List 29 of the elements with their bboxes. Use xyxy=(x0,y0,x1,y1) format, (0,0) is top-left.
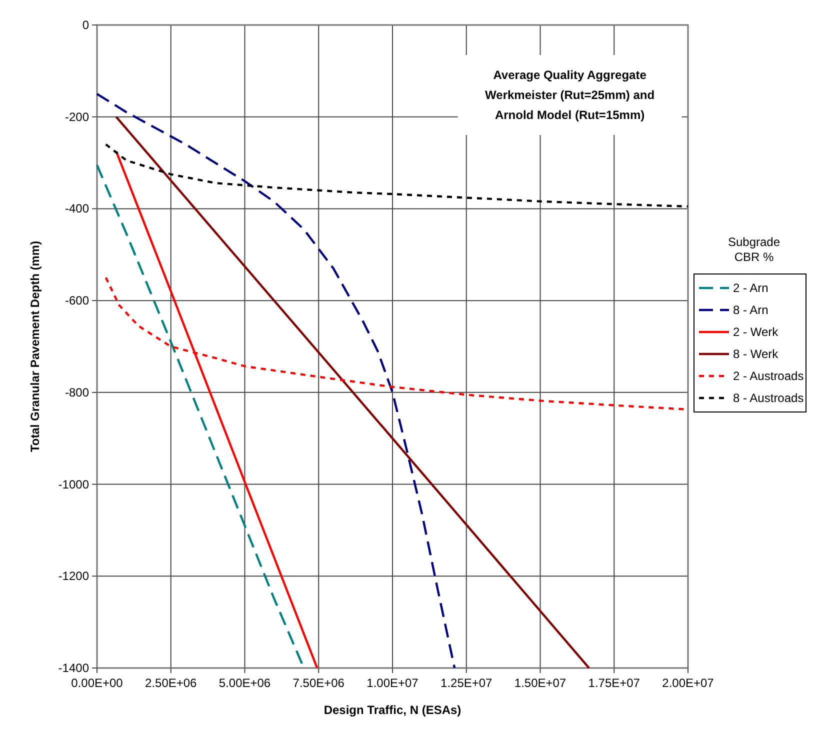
annotation: Average Quality Aggregate Werkmeister (Rut=25mm) and Arnold Model (Rut=15mm) xyxy=(485,68,655,122)
y-tick-label: -800 xyxy=(64,385,90,400)
x-axis-title: Design Traffic, N (ESAs) xyxy=(324,703,462,717)
y-tick-label: -1400 xyxy=(58,661,90,675)
y-tick-label: -1000 xyxy=(58,477,90,492)
x-tick-label: 1.75E+07 xyxy=(588,676,640,690)
legend-label: 2 - Arn xyxy=(733,281,768,295)
y-axis-title: Total Granular Pavement Depth (mm) xyxy=(28,240,42,452)
y-tick-label: -200 xyxy=(64,110,90,124)
legend-label: 2 - Austroads xyxy=(733,369,804,383)
x-tick-label: 2.00E+07 xyxy=(662,676,714,690)
legend-title: Subgrade CBR % xyxy=(728,235,780,264)
y-tick-label: -600 xyxy=(64,294,90,308)
x-tick-label: 1.50E+07 xyxy=(514,676,566,690)
line-series xyxy=(104,143,690,208)
x-tick-label: 0.00E+00 xyxy=(71,676,124,690)
line-series xyxy=(96,92,456,670)
x-tick-label: 1.25E+07 xyxy=(440,676,493,690)
y-tick-label: -400 xyxy=(64,202,90,216)
legend-label: 8 - Werk xyxy=(733,347,780,361)
y-tick-label: 0 xyxy=(82,18,90,32)
legend-label: 2 - Werk xyxy=(733,325,780,339)
x-tick-label: 7.50E+06 xyxy=(292,676,345,690)
x-tick-label: 5.00E+06 xyxy=(218,676,271,690)
x-tick-label: 2.50E+06 xyxy=(145,676,198,690)
y-tick-label: -1200 xyxy=(58,569,90,584)
x-tick-label: 1.00E+07 xyxy=(366,676,419,690)
legend-label: 8 - Austroads xyxy=(733,391,804,405)
legend-label: 8 - Arn xyxy=(733,303,768,317)
